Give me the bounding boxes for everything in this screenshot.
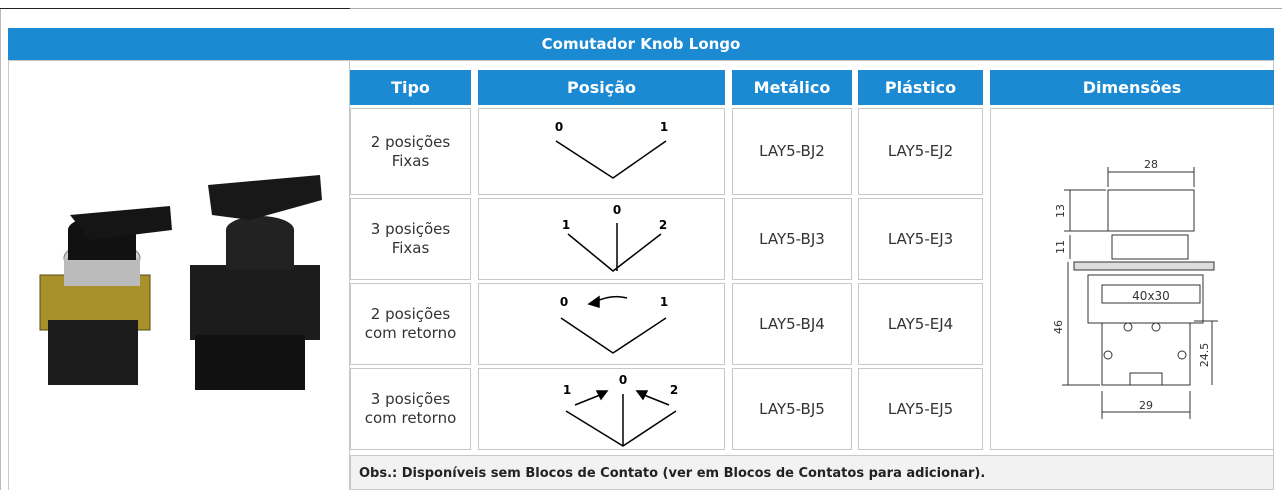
column-header: Dimensões xyxy=(990,70,1274,105)
dimension-label: 13 xyxy=(1054,204,1067,218)
position-cell: 1 0 2 xyxy=(478,368,725,450)
position-label: 1 xyxy=(563,383,571,397)
column-label: Tipo xyxy=(391,78,430,97)
divider xyxy=(349,60,350,490)
position-label: 0 xyxy=(613,203,621,217)
position-diagram: 1 0 2 xyxy=(563,373,678,447)
dimension-label: 24.5 xyxy=(1198,343,1211,368)
type-cell: 3 posições Fixas xyxy=(350,198,471,280)
position-label: 1 xyxy=(562,218,570,232)
plastic-cell: LAY5-EJ3 xyxy=(858,198,983,280)
position-label: 2 xyxy=(670,383,678,397)
position-label: 1 xyxy=(660,295,668,309)
plastic-cell: LAY5-EJ5 xyxy=(858,368,983,450)
position-label: 1 xyxy=(660,120,668,134)
plastic-cell: LAY5-EJ2 xyxy=(858,108,983,195)
type-text: 3 posições xyxy=(370,390,451,408)
metal-cell: LAY5-BJ4 xyxy=(732,283,852,365)
column-label: Plástico xyxy=(884,78,957,97)
title-bar: Comutador Knob Longo xyxy=(8,28,1274,60)
code: LAY5-BJ3 xyxy=(759,229,825,248)
type-cell: 2 posições Fixas xyxy=(350,108,471,195)
rule xyxy=(0,8,350,9)
column-header: Tipo xyxy=(350,70,471,105)
note: Obs.: Disponíveis sem Blocos de Contato … xyxy=(350,455,1274,490)
metal-cell: LAY5-BJ5 xyxy=(732,368,852,450)
note-text: Obs.: Disponíveis sem Blocos de Contato … xyxy=(359,466,986,481)
position-label: 0 xyxy=(619,373,627,387)
code: LAY5-EJ3 xyxy=(887,229,954,248)
dimension-drawing: 28 13 11 40x30 46 24.5 29 xyxy=(1052,158,1218,419)
dimension-label: 29 xyxy=(1139,399,1153,412)
metal-cell: LAY5-BJ2 xyxy=(732,108,852,195)
code: LAY5-BJ5 xyxy=(759,399,825,418)
type-text: com retorno xyxy=(364,324,457,342)
type-text: 2 posições xyxy=(370,305,451,323)
code: LAY5-EJ4 xyxy=(887,314,954,333)
position-diagram: 1 0 2 xyxy=(562,203,667,272)
column-label: Dimensões xyxy=(1082,78,1182,97)
position-label: 2 xyxy=(659,218,667,232)
position-label: 0 xyxy=(560,295,568,309)
plastic-cell: LAY5-EJ4 xyxy=(858,283,983,365)
column-header: Plástico xyxy=(858,70,983,105)
type-text: Fixas xyxy=(391,239,430,257)
dimension-label: 28 xyxy=(1144,158,1158,171)
type-text: com retorno xyxy=(364,409,457,427)
code: LAY5-EJ2 xyxy=(887,142,954,160)
product-photo xyxy=(39,175,322,390)
dimensions-cell: 28 13 11 40x30 46 24.5 29 xyxy=(990,108,1274,450)
rule xyxy=(350,8,1282,9)
type-cell: 3 posições com retorno xyxy=(350,368,471,450)
column-header: Metálico xyxy=(732,70,852,105)
dimension-label: 46 xyxy=(1052,320,1065,334)
metal-cell: LAY5-BJ3 xyxy=(732,198,852,280)
position-label: 0 xyxy=(555,120,563,134)
code: LAY5-BJ2 xyxy=(759,142,825,160)
type-cell: 2 posições com retorno xyxy=(350,283,471,365)
column-label: Posição xyxy=(567,78,636,97)
border xyxy=(0,9,1,490)
position-cell: 1 0 2 xyxy=(478,198,725,280)
code: LAY5-EJ5 xyxy=(887,399,954,418)
type-text: Fixas xyxy=(391,151,430,170)
dimension-label: 40x30 xyxy=(1132,289,1170,303)
column-header: Posição xyxy=(478,70,725,105)
type-text: 3 posições xyxy=(370,220,451,238)
dimension-label: 11 xyxy=(1054,240,1067,254)
code: LAY5-BJ4 xyxy=(759,314,825,333)
type-text: 2 posições xyxy=(370,132,451,151)
column-label: Metálico xyxy=(753,78,831,97)
title: Comutador Knob Longo xyxy=(541,35,741,53)
